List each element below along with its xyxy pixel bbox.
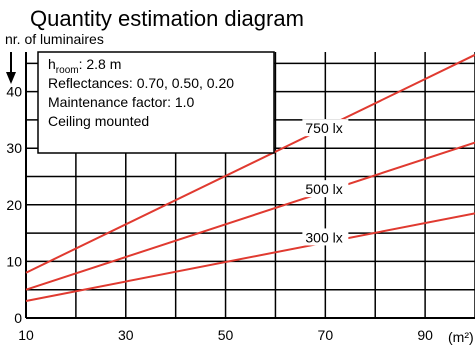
series-lines: [25, 53, 475, 303]
x-tick-label: 30: [118, 327, 134, 343]
y-tick-label: 30: [6, 140, 22, 156]
mounting-text: Ceiling mounted: [48, 113, 149, 129]
x-tick-label: 10: [18, 327, 34, 343]
series-label-bg: [302, 180, 349, 198]
x-tick-label: 50: [218, 327, 234, 343]
series-line-0: [25, 53, 475, 274]
maintenance-factor-text: Maintenance factor: 1.0: [48, 94, 195, 110]
x-tick-label: 90: [417, 327, 433, 343]
y-axis-label: nr. of luminaires: [5, 31, 104, 47]
series-label-1: 500 lx: [305, 181, 342, 197]
series-line-1: [25, 141, 475, 291]
series-line-2: [25, 212, 475, 303]
y-tick-label: 10: [6, 253, 22, 269]
x-tick-label: 70: [318, 327, 334, 343]
series-label-0: 750 lx: [305, 120, 342, 136]
room-height-text: hroom: 2.8 m: [48, 56, 121, 76]
series-label-2: 300 lx: [305, 229, 342, 245]
info-box: hroom: 2.8 m Reflectances: 0.70, 0.50, 0…: [37, 51, 275, 154]
series-label-bg: [302, 119, 349, 137]
y-tick-label: 0: [14, 310, 22, 326]
x-axis-unit: (m²): [448, 329, 474, 345]
y-tick-label: 40: [6, 84, 22, 100]
series-labels: 750 lx 500 lx 300 lx: [302, 119, 349, 246]
y-tick-label: 20: [6, 197, 22, 213]
chart-title: Quantity estimation diagram: [30, 6, 304, 31]
series-label-bg: [302, 228, 349, 246]
reflectances-text: Reflectances: 0.70, 0.50, 0.20: [48, 75, 234, 91]
y-axis-arrow: [6, 52, 16, 84]
